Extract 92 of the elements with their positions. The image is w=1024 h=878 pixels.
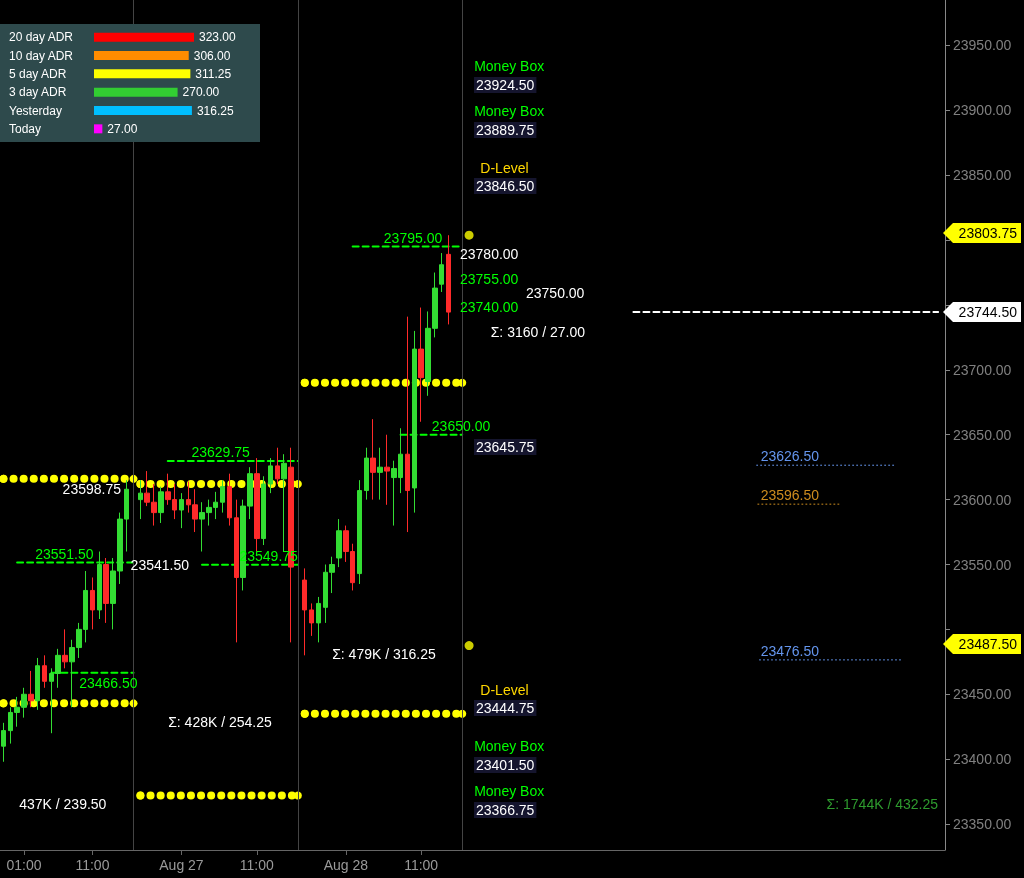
candlestick — [227, 473, 232, 527]
annotation: Money Box — [474, 783, 545, 799]
candlestick — [439, 252, 444, 293]
candlestick — [1, 722, 6, 763]
data-label: 27.00 — [107, 121, 138, 136]
x-tick-label: 11:00 — [404, 857, 439, 873]
candlestick — [446, 234, 451, 325]
candlestick — [275, 447, 280, 485]
candlestick — [268, 457, 273, 494]
annotation: 437K / 239.50 — [19, 796, 107, 812]
y-tick-label: 23950.00 — [953, 37, 1012, 54]
annotation: Σ: 3160 / 27.00 — [490, 324, 586, 340]
annotation: D-Level — [480, 682, 529, 698]
data-label: 323.00 — [199, 30, 237, 45]
candlestick — [357, 479, 362, 585]
text: 23487.50 — [958, 636, 1018, 652]
candlestick — [405, 316, 410, 533]
annotation: 23846.50 — [475, 178, 535, 194]
bar — [94, 69, 191, 79]
annotation: 23750.00 — [525, 285, 585, 301]
data-label: 316.25 — [196, 103, 234, 118]
y-tick-label: 23650.00 — [953, 426, 1012, 443]
candlestick — [62, 628, 68, 669]
annotation: 23924.50 — [475, 77, 535, 93]
annotation: D-Level — [480, 160, 529, 176]
x-tick-label: 11:00 — [75, 857, 110, 873]
y-tick-label: Today — [9, 121, 42, 136]
candlestick — [412, 330, 417, 514]
candlestick — [377, 447, 383, 501]
annotation: Σ: 1744K / 432.25 — [826, 796, 939, 812]
series-label: 23466.50 — [79, 674, 138, 691]
bar — [94, 87, 178, 97]
candlestick — [234, 499, 239, 643]
annotation: 23740.00 — [459, 299, 519, 315]
candlestick — [364, 447, 369, 501]
y-tick-label: 23600.00 — [953, 491, 1012, 508]
candlestick — [254, 457, 260, 553]
annotation: Σ: 428K / 254.25 — [168, 714, 273, 730]
x-tick-label: Aug 28 — [323, 857, 369, 873]
annotation: 23645.75 — [475, 439, 535, 455]
y-tick-label: 3 day ADR — [9, 85, 67, 100]
series-label: 23551.50 — [35, 545, 94, 562]
bar — [94, 124, 103, 134]
annotation: 23755.00 — [459, 271, 519, 287]
series-label: 23744.50 — [958, 304, 1018, 321]
candlestick — [384, 434, 390, 506]
series-label: 23626.50 — [760, 448, 820, 465]
y-tick-label: 23350.00 — [953, 816, 1012, 833]
bar — [94, 32, 194, 42]
annotation: Money Box — [474, 738, 545, 754]
text: 23803.75 — [958, 225, 1018, 241]
annotation: 23541.50 — [130, 557, 190, 573]
annotation: Money Box — [474, 58, 545, 74]
annotation: 23401.50 — [475, 757, 535, 773]
candlestick — [370, 418, 376, 501]
annotation: Σ: 479K / 316.25 — [332, 646, 437, 662]
series-label: 23650.00 — [431, 417, 491, 434]
annotation: 23889.75 — [475, 122, 535, 138]
series-label: 23795.00 — [383, 229, 443, 246]
y-tick-label: 23550.00 — [953, 556, 1012, 573]
x-tick-label: Aug 27 — [159, 857, 204, 873]
y-tick-label: 5 day ADR — [9, 66, 67, 81]
series-label: 23476.50 — [760, 642, 820, 659]
series-label: 23596.50 — [760, 487, 820, 504]
bar — [94, 51, 189, 60]
candlestick — [261, 475, 266, 546]
y-tick-label: 23400.00 — [953, 751, 1012, 768]
y-tick-label: 23700.00 — [953, 361, 1012, 378]
annotation: 23780.00 — [459, 246, 519, 262]
y-tick-label: 23900.00 — [953, 102, 1012, 119]
y-tick-label: 23450.00 — [953, 686, 1012, 703]
candlestick — [42, 654, 47, 689]
data-label: 306.00 — [193, 48, 231, 63]
candlestick — [220, 479, 225, 514]
annotation: 23598.75 — [62, 481, 122, 497]
data-label: 270.00 — [182, 85, 220, 100]
candlestick — [418, 307, 424, 423]
y-tick-label: 10 day ADR — [9, 48, 74, 63]
candlestick — [35, 657, 40, 711]
x-tick-label: 01:00 — [6, 857, 42, 873]
annotation: 23366.75 — [475, 802, 535, 818]
data-label: 311.25 — [195, 66, 232, 81]
candlestick — [179, 492, 184, 529]
annotation: 23444.75 — [475, 700, 535, 716]
y-tick-label: 23850.00 — [953, 167, 1012, 184]
y-tick-label: 20 day ADR — [9, 30, 74, 45]
y-tick-label: Yesterday — [9, 103, 62, 118]
annotation: Money Box — [474, 103, 545, 119]
x-tick-label: 11:00 — [239, 857, 274, 873]
bar — [94, 106, 192, 115]
candlestick — [28, 670, 34, 708]
series-label: 23629.75 — [191, 444, 251, 461]
